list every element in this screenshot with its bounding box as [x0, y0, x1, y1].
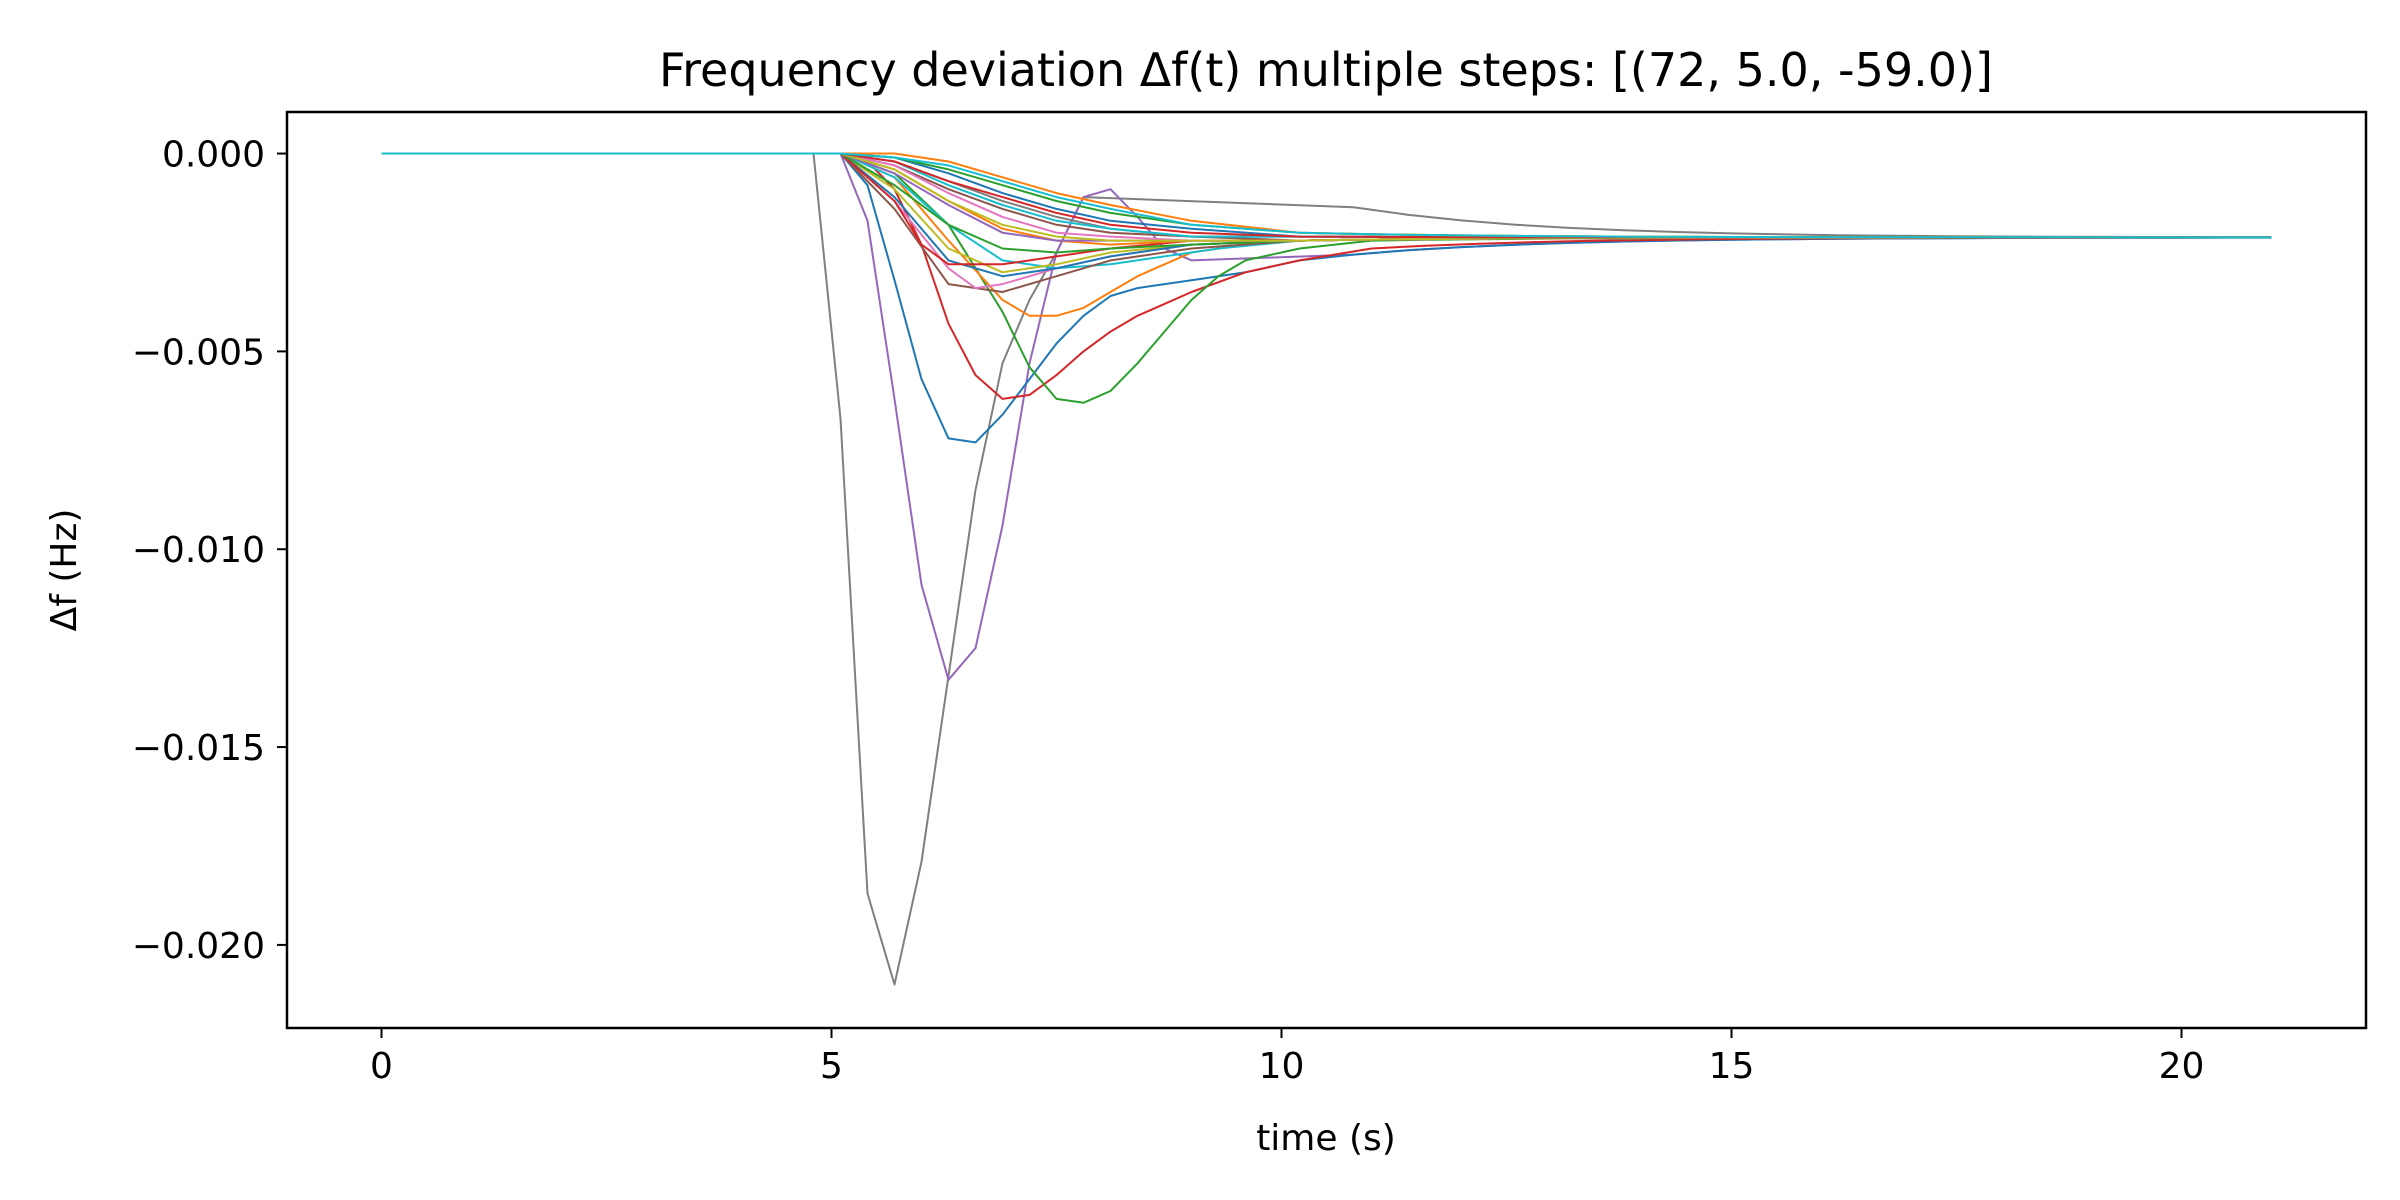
- ticks-layer: 0 5 10 15 20 0.000 −0.005 −0.010 −0.015 −0.020: [132, 135, 2205, 1087]
- chart-title: Frequency deviation Δf(t) multiple steps…: [659, 43, 1993, 97]
- series-line-12: [381, 152, 2272, 266]
- series-line-21: [381, 152, 2272, 239]
- x-tick-label: 15: [1709, 1046, 1755, 1087]
- series-line-7: [381, 152, 2272, 270]
- series-line-15: [381, 152, 2272, 242]
- y-tick-label: −0.020: [132, 926, 265, 967]
- series-line-9: [381, 152, 2272, 290]
- x-tick-label: 10: [1259, 1046, 1305, 1087]
- series-layer: [381, 152, 2272, 986]
- series-line-24: [381, 152, 2272, 239]
- y-tick-label: −0.015: [132, 728, 265, 769]
- plot-frame: [285, 110, 2368, 1030]
- series-line-16: [381, 152, 2272, 242]
- series-line-6: [381, 152, 2272, 317]
- series-line-19: [381, 152, 2272, 242]
- series-line-23: [381, 152, 2272, 239]
- series-line-18: [381, 152, 2272, 239]
- y-tick-label: −0.005: [132, 332, 265, 373]
- series-line-5: [381, 152, 2272, 404]
- series-line-4: [381, 152, 2272, 400]
- x-tick-label: 20: [2159, 1046, 2205, 1087]
- series-line-10: [381, 152, 2272, 274]
- series-line-20: [381, 152, 2272, 239]
- x-tick-label: 0: [370, 1046, 393, 1087]
- series-line-3: [381, 152, 2272, 444]
- series-line-14: [381, 152, 2272, 246]
- y-tick-label: 0.000: [162, 135, 265, 176]
- series-line-25: [381, 152, 2272, 239]
- series-line-1: [381, 152, 2272, 986]
- x-tick-label: 5: [820, 1046, 843, 1087]
- x-axis-label: time (s): [1256, 1118, 1396, 1159]
- y-tick-label: −0.010: [132, 530, 265, 571]
- series-line-22: [381, 152, 2272, 239]
- series-line-17: [381, 152, 2272, 242]
- y-axis-label: Δf (Hz): [44, 509, 85, 632]
- series-line-8: [381, 152, 2272, 293]
